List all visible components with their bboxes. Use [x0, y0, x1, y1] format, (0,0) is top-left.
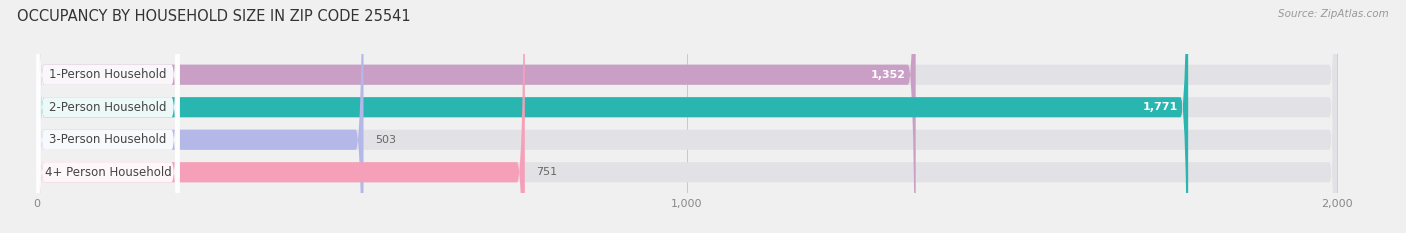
FancyBboxPatch shape: [37, 0, 1337, 233]
Text: 1,352: 1,352: [870, 70, 905, 80]
Text: 2-Person Household: 2-Person Household: [49, 101, 167, 114]
FancyBboxPatch shape: [37, 0, 180, 233]
Text: 1-Person Household: 1-Person Household: [49, 68, 167, 81]
Text: Source: ZipAtlas.com: Source: ZipAtlas.com: [1278, 9, 1389, 19]
Text: 1,771: 1,771: [1143, 102, 1178, 112]
FancyBboxPatch shape: [37, 0, 180, 233]
FancyBboxPatch shape: [37, 0, 1337, 233]
FancyBboxPatch shape: [37, 0, 1188, 233]
FancyBboxPatch shape: [37, 0, 180, 233]
FancyBboxPatch shape: [37, 0, 1337, 233]
FancyBboxPatch shape: [37, 0, 1337, 233]
Text: 3-Person Household: 3-Person Household: [49, 133, 166, 146]
Text: OCCUPANCY BY HOUSEHOLD SIZE IN ZIP CODE 25541: OCCUPANCY BY HOUSEHOLD SIZE IN ZIP CODE …: [17, 9, 411, 24]
FancyBboxPatch shape: [37, 0, 364, 233]
Text: 751: 751: [537, 167, 558, 177]
FancyBboxPatch shape: [37, 0, 524, 233]
FancyBboxPatch shape: [37, 0, 915, 233]
Text: 4+ Person Household: 4+ Person Household: [45, 166, 172, 179]
FancyBboxPatch shape: [37, 0, 180, 233]
Text: 503: 503: [375, 135, 396, 145]
